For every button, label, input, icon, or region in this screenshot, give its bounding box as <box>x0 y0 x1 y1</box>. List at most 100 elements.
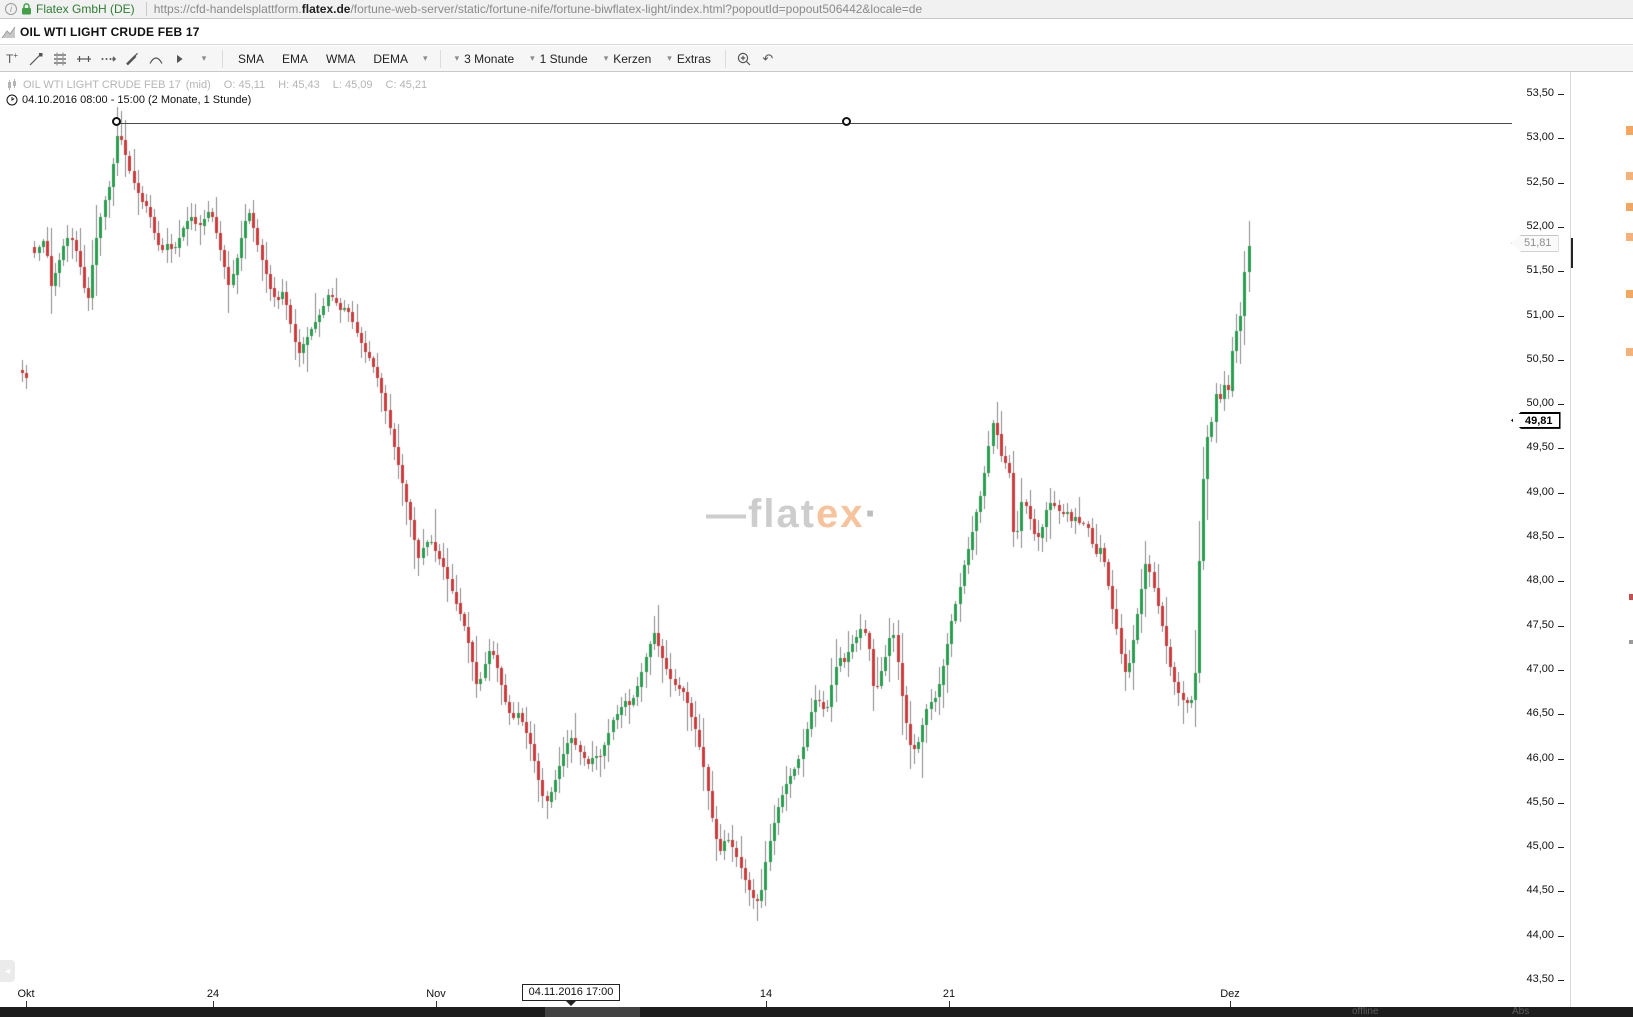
indicator-button-wma[interactable]: WMA <box>326 51 356 66</box>
legend-symbol: OIL WTI LIGHT CRUDE FEB 17 <box>23 79 181 91</box>
offline-status: offline <box>1352 1007 1379 1017</box>
range-legend: 04.10.2016 08:00 - 15:00 (2 Monate, 1 St… <box>6 94 251 106</box>
y-axis-label: 46,00 <box>1526 751 1554 764</box>
undo-button[interactable]: ↶ <box>756 48 780 70</box>
indicators-dropdown-caret[interactable]: ▾ <box>423 53 428 63</box>
url-text[interactable]: https://cfd-handelsplattform.flatex.de/f… <box>153 2 923 16</box>
flag-tool-icon <box>174 51 186 67</box>
dotted-ray-tool-icon <box>100 51 116 67</box>
text-tool-button[interactable]: T+ <box>0 48 24 70</box>
legend-high: H: 45,43 <box>278 79 320 91</box>
indicator-button-dema[interactable]: DEMA <box>373 51 409 66</box>
tools-dropdown-icon: ▾ <box>201 53 207 63</box>
indicator-button-ema[interactable]: EMA <box>282 51 309 66</box>
y-axis-tick <box>1558 492 1564 494</box>
x-axis-label: Dez <box>1220 988 1240 1000</box>
site-identity[interactable]: i Flatex GmbH (DE) <box>0 0 143 18</box>
drawn-horizontal-line[interactable] <box>118 123 1512 125</box>
y-axis-label: 48,00 <box>1526 574 1554 587</box>
y-axis-tick <box>1558 714 1564 716</box>
horizontal-line-tool-button[interactable] <box>72 48 96 70</box>
line-handle[interactable] <box>112 117 121 127</box>
browser-address-bar[interactable]: i Flatex GmbH (DE) https://cfd-handelspl… <box>0 0 1633 19</box>
dropdown-1-stunde[interactable]: ▾ 1 Stunde <box>530 51 588 66</box>
arc-tool-button[interactable] <box>144 48 168 70</box>
page-info-icon[interactable]: i <box>5 3 17 15</box>
y-axis-tick <box>1558 980 1564 981</box>
dropdown-3-monate[interactable]: ▾ 3 Monate <box>454 51 515 66</box>
dropdown-kerzen[interactable]: ▾ Kerzen <box>603 51 652 66</box>
background-window-fragment <box>1626 172 1633 180</box>
y-axis-label: 45,00 <box>1526 840 1554 853</box>
chart-window-titlebar[interactable]: OIL WTI LIGHT CRUDE FEB 17 <box>0 20 1633 45</box>
chart-actions-group: ↶ <box>732 46 780 71</box>
y-axis-label: 53,50 <box>1526 87 1554 99</box>
drawing-tools-group: T+ ▾ <box>0 46 216 71</box>
horizontal-line-tool-icon <box>76 51 92 67</box>
taskbar-thumb[interactable] <box>545 1007 640 1017</box>
y-axis-tick <box>1558 315 1564 317</box>
background-window-fragment <box>1626 348 1633 356</box>
chart-toolbar: T+ ▾ SMA EMA WMA DEMA ▾ ▾ 3 Monate ▾ 1 Stunde ▾ Ke… <box>0 46 1633 72</box>
x-axis-tick <box>26 1001 27 1007</box>
y-axis-label: 46,50 <box>1526 707 1554 720</box>
y-axis-tick <box>1558 935 1564 937</box>
y-axis-label: 49,00 <box>1526 485 1554 498</box>
y-axis-tick <box>1558 94 1564 95</box>
legend-open: O: 45,11 <box>223 79 266 91</box>
y-axis-tick <box>1558 537 1564 538</box>
y-axis-label: 52,00 <box>1526 219 1554 232</box>
zoom-in-button[interactable] <box>732 48 756 70</box>
x-axis-tick <box>213 1001 214 1007</box>
cursor-price-tag: 49,81 <box>1511 411 1561 429</box>
y-axis-tick <box>1558 182 1564 184</box>
address-bar-separator <box>145 2 147 16</box>
chevron-down-icon: ▾ <box>454 53 460 63</box>
x-axis-label: 21 <box>942 988 956 1000</box>
tools-dropdown[interactable]: ▾ <box>192 48 216 70</box>
trend-line-tool-button[interactable] <box>24 48 48 70</box>
trend-line-tool-icon <box>28 51 44 67</box>
indicators-group: SMA EMA WMA DEMA ▾ <box>229 46 434 71</box>
y-axis-label: 44,00 <box>1526 928 1554 941</box>
undo-icon: ↶ <box>762 50 774 66</box>
y-axis-tick <box>1558 669 1564 671</box>
chart-area: OIL WTI LIGHT CRUDE FEB 17 (mid) O: 45,1… <box>0 72 1633 1007</box>
flatex-watermark: —flatex· <box>706 492 880 536</box>
indicator-button-sma[interactable]: SMA <box>238 51 265 66</box>
zoom-in-icon <box>736 51 752 67</box>
dotted-ray-tool-button[interactable] <box>96 48 120 70</box>
y-axis-label: 45,50 <box>1526 795 1554 808</box>
y-axis-tick <box>1558 891 1564 893</box>
line-handle[interactable] <box>842 117 851 127</box>
y-axis-label: 51,50 <box>1526 264 1554 277</box>
clock-icon <box>6 94 18 106</box>
x-axis-label: 14 <box>759 988 773 1000</box>
y-axis-label: 44,50 <box>1526 884 1554 897</box>
background-window-fragment <box>1629 594 1633 600</box>
y-axis-tick <box>1558 847 1564 849</box>
y-axis-tick <box>1558 138 1564 140</box>
fibonacci-tool-button[interactable] <box>48 48 72 70</box>
background-window-fragment <box>1626 233 1633 241</box>
x-axis-tick <box>436 1001 437 1007</box>
arc-tool-icon <box>148 51 164 67</box>
x-axis-tick <box>1230 1001 1231 1007</box>
text-tool-icon: T+ <box>5 51 18 66</box>
y-axis-label: 53,00 <box>1526 131 1554 144</box>
y-axis-tick <box>1558 226 1564 228</box>
price-chart-canvas[interactable] <box>0 72 1570 1007</box>
y-axis-tick <box>1558 271 1564 273</box>
chevron-down-icon: ▾ <box>530 53 535 63</box>
x-axis-label: Okt <box>17 988 35 1000</box>
background-window-fragment <box>1571 238 1573 268</box>
legend-close: C: 45,21 <box>385 79 428 91</box>
y-axis-label: 52,50 <box>1526 175 1554 188</box>
legend-mid: (mid) <box>185 79 211 91</box>
dropdown-extras[interactable]: ▾ Extras <box>667 51 711 66</box>
panel-collapse-button[interactable]: ◄ <box>0 960 15 982</box>
eraser-tool-button[interactable] <box>120 48 144 70</box>
y-axis-tick <box>1558 359 1564 361</box>
flag-tool-button[interactable] <box>168 48 192 70</box>
